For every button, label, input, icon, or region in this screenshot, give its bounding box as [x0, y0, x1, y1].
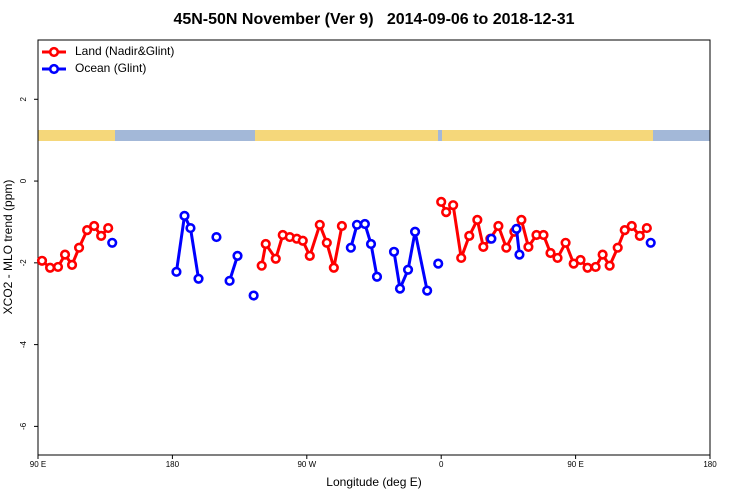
plot-frame	[37, 39, 711, 456]
data-point	[641, 222, 652, 234]
data-point	[436, 196, 447, 208]
data-point	[89, 220, 100, 232]
data-point	[232, 250, 243, 261]
data-point	[256, 260, 267, 271]
data-point	[472, 214, 483, 226]
data-point	[486, 233, 497, 244]
data-point	[321, 237, 332, 248]
data-point	[44, 262, 56, 273]
data-point	[402, 264, 414, 275]
legend-marker	[48, 46, 60, 58]
data-point	[501, 242, 512, 253]
data-point	[433, 258, 444, 269]
data-point	[493, 220, 504, 232]
data-point	[441, 207, 452, 218]
y-tick-label: 2	[19, 97, 28, 102]
data-point	[59, 249, 71, 260]
legend-label: Land (Nadir&Glint)	[75, 44, 174, 58]
data-point	[590, 261, 601, 273]
data-point	[626, 220, 637, 232]
data-point	[248, 290, 259, 301]
data-point	[604, 260, 615, 271]
data-point	[388, 246, 400, 257]
data-point	[371, 271, 383, 282]
x-tick-label: 90 E	[30, 460, 46, 469]
data-point	[645, 237, 656, 248]
data-point	[36, 255, 48, 266]
data-point	[297, 235, 308, 246]
data-point	[409, 226, 421, 237]
data-point	[171, 266, 182, 277]
data-point	[514, 249, 525, 260]
data-point	[597, 249, 608, 260]
data-point	[575, 254, 586, 266]
data-point	[448, 200, 459, 211]
data-point	[185, 222, 196, 234]
data-point	[394, 283, 406, 294]
y-tick-label: -4	[19, 341, 28, 349]
x-tick-label: 180	[166, 460, 180, 469]
data-point	[314, 219, 325, 230]
data-point	[107, 237, 118, 248]
data-point	[179, 210, 190, 221]
data-point	[211, 231, 222, 243]
data-point	[103, 222, 114, 234]
data-point	[582, 262, 593, 273]
data-point	[73, 242, 85, 253]
y-axis-label: XCO2 - MLO trend (ppm)	[1, 180, 15, 315]
data-point	[538, 229, 549, 241]
data-point	[52, 261, 64, 273]
data-point	[634, 230, 645, 241]
data-point	[456, 252, 467, 264]
legend-marker	[48, 63, 60, 75]
data-point	[304, 250, 315, 261]
data-point	[478, 241, 489, 252]
x-axis-label: Longitude (deg E)	[326, 475, 421, 489]
data-point	[523, 241, 534, 252]
x-tick-label: 180	[703, 460, 717, 469]
data-point	[82, 225, 93, 236]
data-point	[260, 238, 271, 250]
data-point	[516, 214, 527, 226]
data-point	[365, 238, 377, 250]
data-point	[612, 242, 623, 253]
data-point	[464, 230, 475, 241]
y-tick-label: -6	[19, 422, 28, 430]
x-tick-label: 0	[439, 460, 444, 469]
x-tick-label: 90 E	[567, 460, 583, 469]
data-point	[96, 230, 107, 241]
y-tick-label: -2	[19, 259, 28, 267]
data-point	[328, 262, 339, 273]
data-point	[560, 237, 571, 248]
data-point	[224, 275, 235, 286]
data-point	[345, 242, 356, 253]
data-point	[66, 259, 78, 270]
chart-title: 45N-50N November (Ver 9) 2014-09-06 to 2…	[173, 11, 574, 28]
data-point	[359, 218, 370, 230]
data-point	[545, 247, 556, 259]
land-strip	[38, 130, 710, 141]
data-point	[552, 252, 563, 264]
legend-label: Ocean (Glint)	[75, 61, 146, 75]
data-point	[511, 223, 522, 234]
x-tick-label: 90 W	[297, 460, 316, 469]
data-point	[193, 273, 204, 284]
data-point	[336, 220, 347, 232]
data-point	[351, 219, 363, 230]
data-point	[619, 225, 630, 236]
data-point	[422, 285, 433, 296]
y-tick-label: 0	[19, 178, 28, 183]
data-point	[270, 253, 281, 264]
